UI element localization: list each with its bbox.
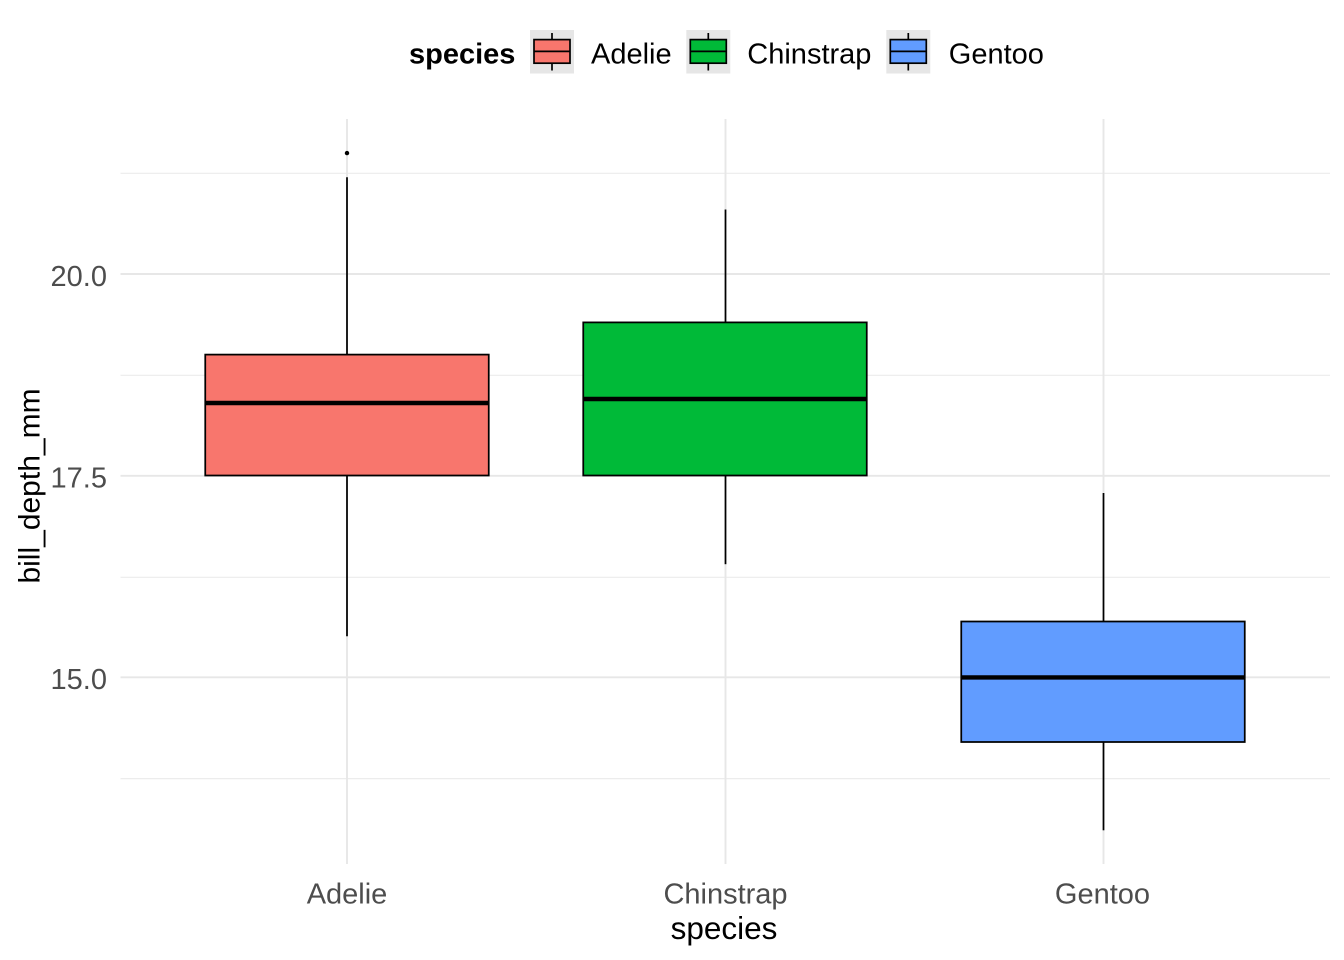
svg-text:species: species	[409, 39, 515, 71]
svg-text:15.0: 15.0	[51, 664, 107, 696]
svg-text:20.0: 20.0	[51, 261, 107, 293]
svg-text:species: species	[671, 910, 778, 946]
svg-text:Adelie: Adelie	[307, 879, 388, 911]
svg-text:Gentoo: Gentoo	[1055, 879, 1150, 911]
svg-text:Chinstrap: Chinstrap	[747, 39, 871, 71]
svg-text:Chinstrap: Chinstrap	[663, 879, 787, 911]
svg-text:Adelie: Adelie	[591, 39, 672, 71]
svg-text:bill_depth_mm: bill_depth_mm	[14, 388, 47, 583]
svg-text:17.5: 17.5	[51, 462, 107, 494]
svg-text:Gentoo: Gentoo	[949, 39, 1044, 71]
